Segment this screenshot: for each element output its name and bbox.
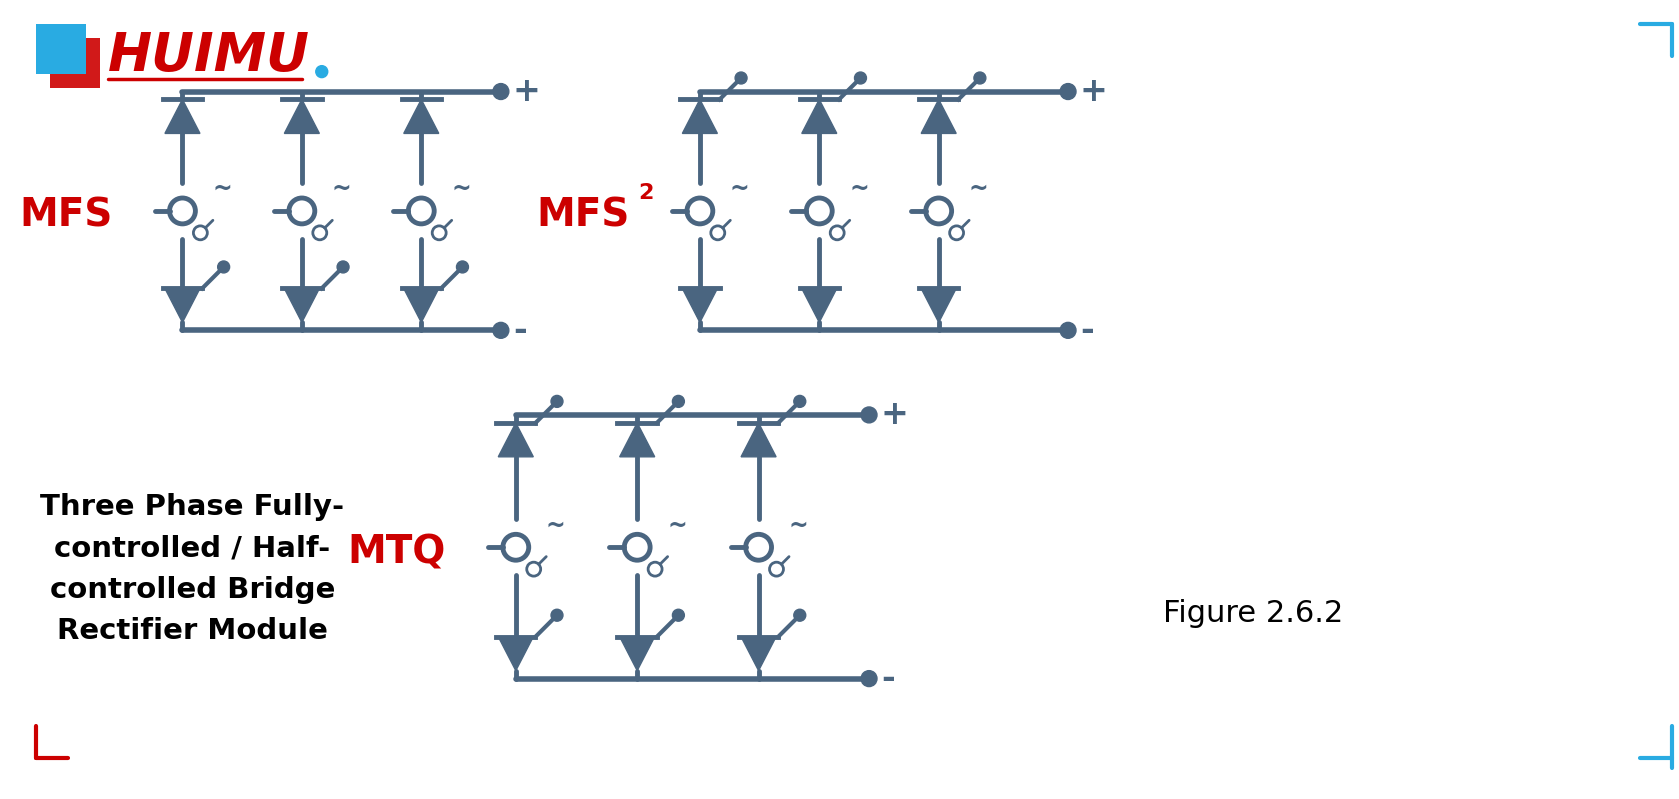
Circle shape [672, 610, 685, 621]
Text: -: - [512, 314, 527, 347]
Circle shape [1059, 322, 1076, 338]
FancyBboxPatch shape [50, 38, 99, 88]
Text: Figure 2.6.2: Figure 2.6.2 [1162, 599, 1343, 629]
Text: -: - [881, 662, 895, 695]
Circle shape [735, 72, 747, 84]
Text: ~: ~ [212, 177, 232, 201]
Text: ~: ~ [667, 514, 687, 538]
Polygon shape [740, 637, 776, 670]
Polygon shape [165, 100, 200, 133]
Text: MFS: MFS [20, 197, 112, 235]
Circle shape [794, 610, 806, 621]
Circle shape [672, 396, 685, 407]
Text: ~: ~ [546, 514, 566, 538]
Polygon shape [922, 288, 957, 322]
Text: -: - [1080, 314, 1093, 347]
Text: MFS: MFS [537, 197, 630, 235]
Polygon shape [499, 637, 534, 670]
Text: HUIMU: HUIMU [107, 30, 311, 81]
Circle shape [494, 322, 509, 338]
Circle shape [794, 396, 806, 407]
Circle shape [1059, 84, 1076, 100]
Polygon shape [620, 637, 655, 670]
Polygon shape [403, 100, 438, 133]
Circle shape [861, 670, 876, 686]
Text: ~: ~ [789, 514, 808, 538]
Circle shape [861, 407, 876, 423]
Polygon shape [803, 288, 836, 322]
FancyBboxPatch shape [37, 24, 86, 74]
Polygon shape [620, 423, 655, 457]
Text: 2: 2 [638, 183, 653, 203]
Text: +: + [1080, 75, 1108, 108]
Text: +: + [881, 399, 908, 431]
Text: MTQ: MTQ [348, 533, 447, 571]
Circle shape [316, 66, 327, 78]
Text: ~: ~ [332, 177, 351, 201]
Polygon shape [499, 423, 534, 457]
Circle shape [551, 396, 562, 407]
Circle shape [974, 72, 986, 84]
Polygon shape [803, 100, 836, 133]
Circle shape [218, 261, 230, 273]
Circle shape [551, 610, 562, 621]
Polygon shape [682, 288, 717, 322]
Polygon shape [284, 100, 319, 133]
Polygon shape [165, 288, 200, 322]
Circle shape [855, 72, 866, 84]
Circle shape [494, 84, 509, 100]
Polygon shape [740, 423, 776, 457]
Text: ~: ~ [850, 177, 870, 201]
Circle shape [457, 261, 468, 273]
Text: +: + [512, 75, 541, 108]
Polygon shape [284, 288, 319, 322]
Text: Three Phase Fully-
controlled / Half-
controlled Bridge
Rectifier Module: Three Phase Fully- controlled / Half- co… [40, 493, 344, 645]
Text: ~: ~ [969, 177, 989, 201]
Polygon shape [922, 100, 957, 133]
Polygon shape [403, 288, 438, 322]
Polygon shape [682, 100, 717, 133]
Circle shape [337, 261, 349, 273]
Text: ~: ~ [730, 177, 749, 201]
Text: ~: ~ [452, 177, 470, 201]
